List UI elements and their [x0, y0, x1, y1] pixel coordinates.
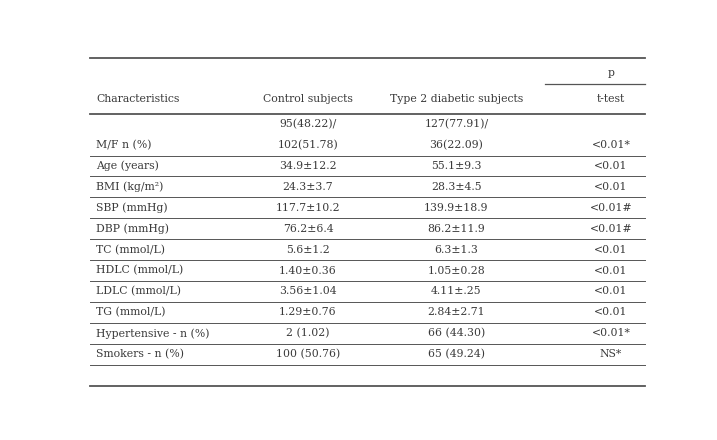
Text: TC (mmol/L): TC (mmol/L) — [96, 245, 166, 255]
Text: Type 2 diabetic subjects: Type 2 diabetic subjects — [390, 94, 523, 104]
Text: <0.01: <0.01 — [594, 308, 627, 317]
Text: 76.2±6.4: 76.2±6.4 — [282, 224, 333, 234]
Text: <0.01: <0.01 — [594, 182, 627, 192]
Text: 102(51.78): 102(51.78) — [277, 140, 338, 150]
Text: p: p — [607, 68, 614, 78]
Text: 1.05±0.28: 1.05±0.28 — [427, 266, 485, 275]
Text: 95(48.22)/: 95(48.22)/ — [280, 119, 336, 129]
Text: 4.11±.25: 4.11±.25 — [431, 286, 482, 297]
Text: 2 (1.02): 2 (1.02) — [286, 328, 330, 338]
Text: <0.01#: <0.01# — [589, 203, 632, 213]
Text: DBP (mmHg): DBP (mmHg) — [96, 224, 169, 234]
Text: HDLC (mmol/L): HDLC (mmol/L) — [96, 265, 184, 276]
Text: 6.3±1.3: 6.3±1.3 — [435, 245, 478, 255]
Text: TG (mmol/L): TG (mmol/L) — [96, 307, 166, 318]
Text: 65 (49.24): 65 (49.24) — [428, 349, 485, 359]
Text: <0.01*: <0.01* — [592, 140, 630, 150]
Text: M/F n (%): M/F n (%) — [96, 140, 152, 150]
Text: <0.01: <0.01 — [594, 161, 627, 171]
Text: 24.3±3.7: 24.3±3.7 — [282, 182, 333, 192]
Text: Characteristics: Characteristics — [96, 94, 180, 104]
Text: 5.6±1.2: 5.6±1.2 — [286, 245, 330, 255]
Text: 117.7±10.2: 117.7±10.2 — [276, 203, 341, 213]
Text: <0.01: <0.01 — [594, 245, 627, 255]
Text: 55.1±9.3: 55.1±9.3 — [431, 161, 482, 171]
Text: 86.2±11.9: 86.2±11.9 — [427, 224, 485, 234]
Text: 3.56±1.04: 3.56±1.04 — [279, 286, 337, 297]
Text: t-test: t-test — [597, 94, 625, 104]
Text: <0.01: <0.01 — [594, 286, 627, 297]
Text: <0.01#: <0.01# — [589, 224, 632, 234]
Text: BMI (kg/m²): BMI (kg/m²) — [96, 182, 163, 192]
Text: 2.84±2.71: 2.84±2.71 — [427, 308, 485, 317]
Text: 1.29±0.76: 1.29±0.76 — [279, 308, 337, 317]
Text: 66 (44.30): 66 (44.30) — [428, 328, 485, 338]
Text: 36(22.09): 36(22.09) — [429, 140, 483, 150]
Text: 1.40±0.36: 1.40±0.36 — [279, 266, 337, 275]
Text: 139.9±18.9: 139.9±18.9 — [424, 203, 488, 213]
Text: Smokers - n (%): Smokers - n (%) — [96, 349, 184, 359]
Text: 100 (50.76): 100 (50.76) — [276, 349, 340, 359]
Text: <0.01: <0.01 — [594, 266, 627, 275]
Text: <0.01*: <0.01* — [592, 328, 630, 338]
Text: 28.3±4.5: 28.3±4.5 — [431, 182, 482, 192]
Text: LDLC (mmol/L): LDLC (mmol/L) — [96, 286, 181, 297]
Text: Age (years): Age (years) — [96, 161, 159, 171]
Text: 34.9±12.2: 34.9±12.2 — [279, 161, 337, 171]
Text: 127(77.91)/: 127(77.91)/ — [424, 119, 488, 129]
Text: Control subjects: Control subjects — [263, 94, 353, 104]
Text: NS*: NS* — [599, 349, 622, 359]
Text: SBP (mmHg): SBP (mmHg) — [96, 202, 168, 213]
Text: Hypertensive - n (%): Hypertensive - n (%) — [96, 328, 210, 338]
